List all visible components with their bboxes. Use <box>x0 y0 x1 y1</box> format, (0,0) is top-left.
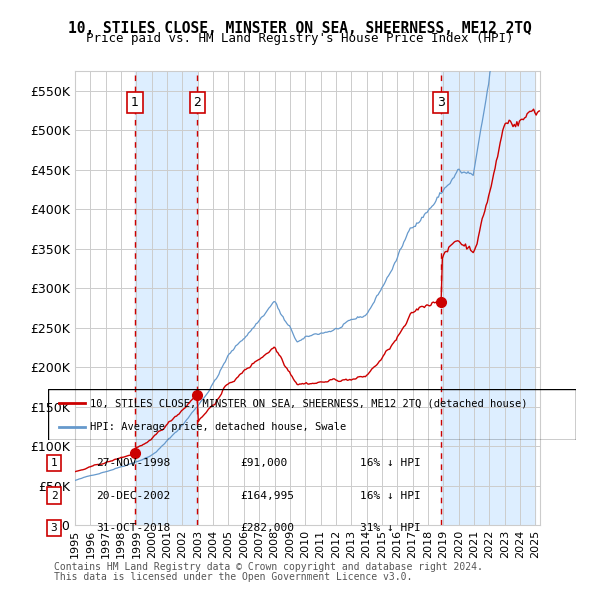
Text: Price paid vs. HM Land Registry's House Price Index (HPI): Price paid vs. HM Land Registry's House … <box>86 32 514 45</box>
Text: 2: 2 <box>50 491 58 500</box>
Text: 27-NOV-1998: 27-NOV-1998 <box>96 458 170 468</box>
Text: £91,000: £91,000 <box>240 458 287 468</box>
Text: Contains HM Land Registry data © Crown copyright and database right 2024.: Contains HM Land Registry data © Crown c… <box>54 562 483 572</box>
Text: 16% ↓ HPI: 16% ↓ HPI <box>360 491 421 500</box>
Text: £164,995: £164,995 <box>240 491 294 500</box>
Text: 16% ↓ HPI: 16% ↓ HPI <box>360 458 421 468</box>
Text: 3: 3 <box>437 96 445 109</box>
Text: 31% ↓ HPI: 31% ↓ HPI <box>360 523 421 533</box>
Bar <box>441 71 535 525</box>
Text: 1: 1 <box>50 458 58 468</box>
Text: This data is licensed under the Open Government Licence v3.0.: This data is licensed under the Open Gov… <box>54 572 412 582</box>
Text: 31-OCT-2018: 31-OCT-2018 <box>96 523 170 533</box>
Text: 10, STILES CLOSE, MINSTER ON SEA, SHEERNESS, ME12 2TQ (detached house): 10, STILES CLOSE, MINSTER ON SEA, SHEERN… <box>90 398 528 408</box>
Text: 10, STILES CLOSE, MINSTER ON SEA, SHEERNESS, ME12 2TQ: 10, STILES CLOSE, MINSTER ON SEA, SHEERN… <box>68 21 532 35</box>
Text: 20-DEC-2002: 20-DEC-2002 <box>96 491 170 500</box>
Text: £282,000: £282,000 <box>240 523 294 533</box>
Text: 3: 3 <box>50 523 58 533</box>
Text: 2: 2 <box>193 96 201 109</box>
Text: HPI: Average price, detached house, Swale: HPI: Average price, detached house, Swal… <box>90 422 346 432</box>
Text: 1: 1 <box>131 96 139 109</box>
Bar <box>135 71 197 525</box>
